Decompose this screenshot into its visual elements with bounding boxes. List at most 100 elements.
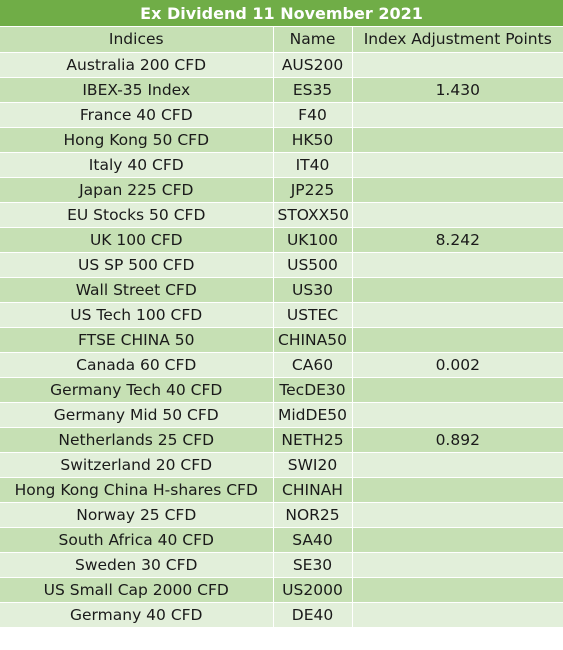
table-row: Japan 225 CFD JP225 [0,177,563,203]
cell-index: US Tech 100 CFD [0,302,274,328]
table-row: Wall Street CFD US30 [0,277,563,303]
table-row: Norway 25 CFD NOR25 [0,502,563,528]
cell-index: UK 100 CFD [0,227,274,253]
cell-name: DE40 [273,602,353,628]
cell-index: France 40 CFD [0,102,274,128]
cell-points [352,452,563,478]
table-row: FTSE CHINA 50 CHINA50 [0,327,563,353]
cell-name: IT40 [273,152,353,178]
cell-points [352,502,563,528]
table-row: France 40 CFD F40 [0,102,563,128]
table-body: Australia 200 CFD AUS200 IBEX-35 Index ES35… [0,52,563,628]
table-row: US Small Cap 2000 CFD US2000 [0,577,563,603]
cell-index: Hong Kong China H-shares CFD [0,477,274,503]
cell-name: USTEC [273,302,353,328]
table-row: Germany Tech 40 CFD TecDE30 [0,377,563,403]
cell-name: MidDE50 [273,402,353,428]
cell-name: STOXX50 [273,202,353,228]
cell-points [352,202,563,228]
table-row: Australia 200 CFD AUS200 [0,52,563,78]
column-header-points: Index Adjustment Points [352,27,563,53]
cell-name: NETH25 [273,427,353,453]
table-title: Ex Dividend 11 November 2021 [0,0,563,27]
cell-points [352,527,563,553]
cell-index: Switzerland 20 CFD [0,452,274,478]
cell-index: Australia 200 CFD [0,52,274,78]
cell-name: F40 [273,102,353,128]
table-row: Canada 60 CFD CA60 0.002 [0,352,563,378]
cell-index: Germany 40 CFD [0,602,274,628]
cell-points: 8.242 [352,227,563,253]
cell-name: CHINA50 [273,327,353,353]
cell-name: UK100 [273,227,353,253]
cell-index: FTSE CHINA 50 [0,327,274,353]
cell-index: Sweden 30 CFD [0,552,274,578]
cell-points [352,327,563,353]
cell-index: Hong Kong 50 CFD [0,127,274,153]
cell-name: CHINAH [273,477,353,503]
cell-name: JP225 [273,177,353,203]
cell-name: ES35 [273,77,353,103]
table-row: Sweden 30 CFD SE30 [0,552,563,578]
column-header-indices: Indices [0,27,274,53]
cell-name: CA60 [273,352,353,378]
table-row: UK 100 CFD UK100 8.242 [0,227,563,253]
table-row: IBEX-35 Index ES35 1.430 [0,77,563,103]
table-row: Hong Kong China H-shares CFD CHINAH [0,477,563,503]
cell-index: Wall Street CFD [0,277,274,303]
cell-points: 0.892 [352,427,563,453]
cell-name: HK50 [273,127,353,153]
cell-name: NOR25 [273,502,353,528]
cell-points [352,377,563,403]
cell-points [352,252,563,278]
cell-points: 0.002 [352,352,563,378]
cell-points [352,52,563,78]
table-row: Germany 40 CFD DE40 [0,602,563,628]
cell-points [352,102,563,128]
table-row: Netherlands 25 CFD NETH25 0.892 [0,427,563,453]
header-row: Indices Name Index Adjustment Points [0,27,563,53]
cell-points [352,602,563,628]
cell-points [352,277,563,303]
table-row: US SP 500 CFD US500 [0,252,563,278]
column-header-name: Name [273,27,353,53]
cell-index: Japan 225 CFD [0,177,274,203]
cell-index: Norway 25 CFD [0,502,274,528]
cell-points [352,477,563,503]
table-row: US Tech 100 CFD USTEC [0,302,563,328]
table-row: Hong Kong 50 CFD HK50 [0,127,563,153]
cell-points [352,402,563,428]
cell-index: IBEX-35 Index [0,77,274,103]
cell-index: Germany Mid 50 CFD [0,402,274,428]
dividend-table: Indices Name Index Adjustment Points Aus… [0,27,563,628]
cell-points [352,302,563,328]
table-row: EU Stocks 50 CFD STOXX50 [0,202,563,228]
cell-name: SWI20 [273,452,353,478]
cell-index: US SP 500 CFD [0,252,274,278]
cell-name: SA40 [273,527,353,553]
cell-points [352,577,563,603]
cell-points: 1.430 [352,77,563,103]
cell-points [352,552,563,578]
cell-name: US2000 [273,577,353,603]
table-row: Italy 40 CFD IT40 [0,152,563,178]
cell-index: South Africa 40 CFD [0,527,274,553]
cell-index: Germany Tech 40 CFD [0,377,274,403]
cell-points [352,177,563,203]
cell-points [352,127,563,153]
cell-index: Netherlands 25 CFD [0,427,274,453]
cell-index: US Small Cap 2000 CFD [0,577,274,603]
cell-index: Italy 40 CFD [0,152,274,178]
cell-name: SE30 [273,552,353,578]
table-row: South Africa 40 CFD SA40 [0,527,563,553]
cell-name: US500 [273,252,353,278]
table-row: Switzerland 20 CFD SWI20 [0,452,563,478]
cell-points [352,152,563,178]
cell-name: AUS200 [273,52,353,78]
table-row: Germany Mid 50 CFD MidDE50 [0,402,563,428]
table-header: Indices Name Index Adjustment Points [0,27,563,53]
cell-index: Canada 60 CFD [0,352,274,378]
cell-name: TecDE30 [273,377,353,403]
cell-index: EU Stocks 50 CFD [0,202,274,228]
